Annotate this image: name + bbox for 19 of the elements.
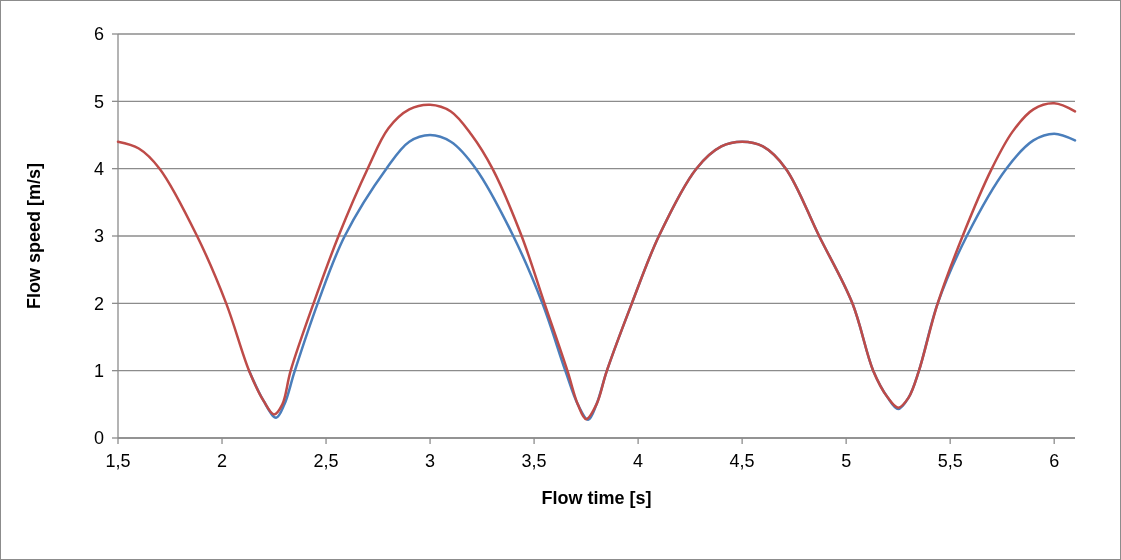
y-tick-label: 1: [93, 360, 104, 381]
x-tick-label: 5,5: [937, 451, 963, 471]
y-tick-label: 4: [93, 158, 104, 179]
x-tick-label: 3: [425, 451, 436, 471]
y-tick-label: 3: [93, 226, 104, 247]
x-tick-label: 5: [841, 451, 852, 471]
x-tick-label: 6: [1049, 451, 1060, 471]
x-tick-label: 2: [217, 451, 228, 471]
x-tick-label: 4: [633, 451, 644, 471]
x-tick-label: 3,5: [521, 451, 547, 471]
y-tick-label: 5: [93, 91, 104, 112]
x-axis-title: Flow time [s]: [541, 488, 652, 508]
y-axis-title: Flow speed [m/s]: [24, 162, 44, 310]
x-tick-label: 1,5: [105, 451, 131, 471]
y-tick-label: 2: [93, 293, 104, 314]
x-tick-label: 2,5: [313, 451, 339, 471]
y-tick-label: 0: [93, 428, 104, 449]
y-tick-label: 6: [93, 24, 104, 45]
x-tick-label: 4,5: [729, 451, 755, 471]
